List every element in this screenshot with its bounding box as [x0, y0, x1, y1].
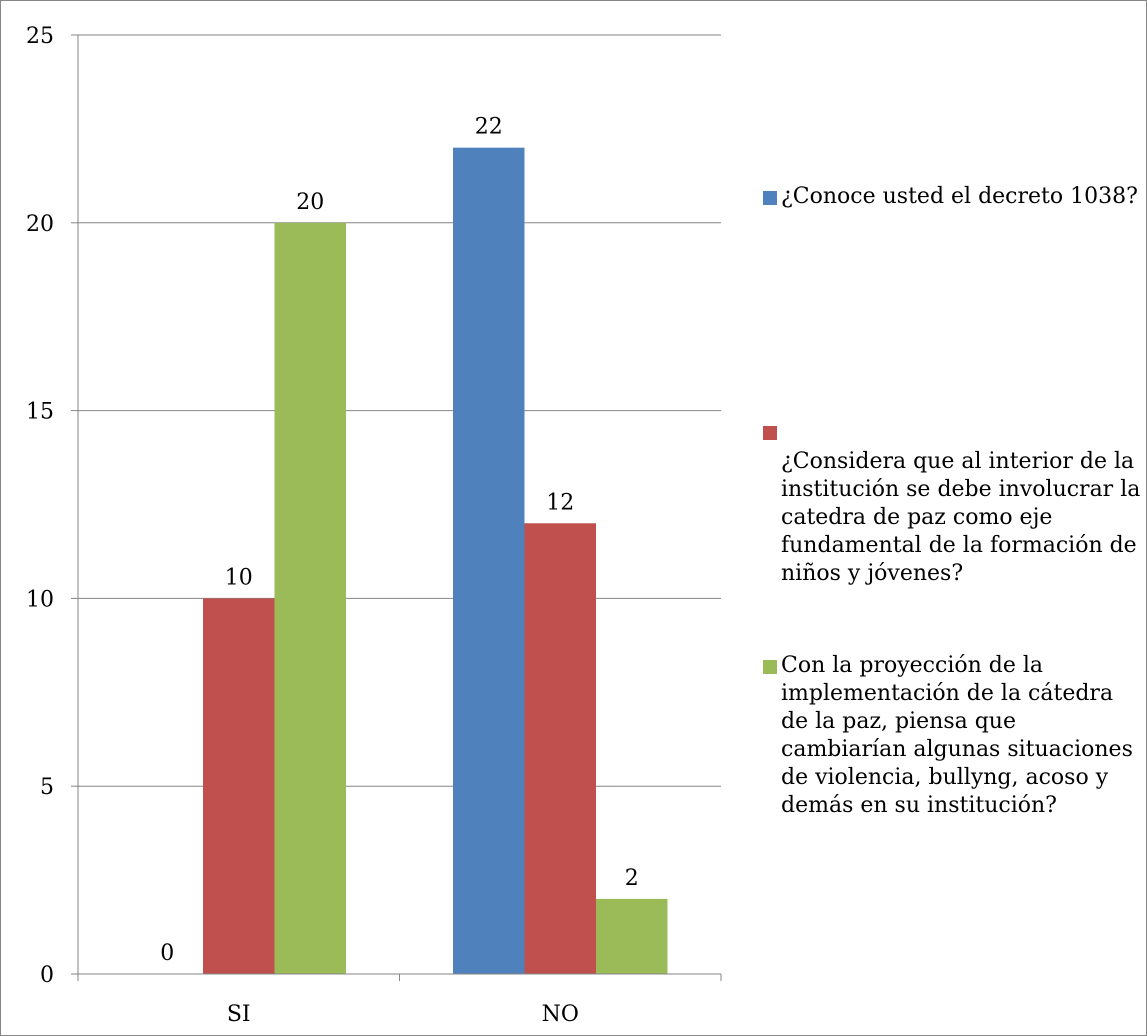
data-label: 22 — [475, 115, 503, 140]
legend-swatch-green — [763, 660, 777, 674]
bar — [596, 898, 668, 974]
y-tick-label: 15 — [26, 400, 54, 425]
data-label: 12 — [546, 490, 574, 515]
data-label: 10 — [225, 565, 253, 590]
data-label: 20 — [296, 190, 324, 215]
y-tick-label: 10 — [26, 587, 54, 612]
data-label: 2 — [625, 866, 639, 891]
legend-swatch-red — [763, 426, 777, 440]
legend-swatch-blue — [763, 191, 777, 205]
bar — [524, 523, 596, 974]
bar — [203, 598, 275, 974]
bar — [274, 222, 346, 975]
y-tick-label: 0 — [40, 963, 54, 988]
x-tick-label: NO — [542, 1002, 579, 1027]
bar — [453, 147, 525, 974]
y-tick-label: 20 — [26, 212, 54, 237]
y-tick-label: 5 — [40, 775, 54, 800]
x-tick-label: SI — [227, 1002, 251, 1027]
legend-label: ¿Considera que al interior de la institu… — [781, 449, 1141, 586]
legend-label: Con la proyección de la implementación d… — [781, 653, 1133, 818]
y-tick-label: 25 — [26, 24, 54, 49]
data-label: 0 — [160, 941, 174, 966]
legend-label: ¿Conoce usted el decreto 1038? — [781, 184, 1138, 209]
